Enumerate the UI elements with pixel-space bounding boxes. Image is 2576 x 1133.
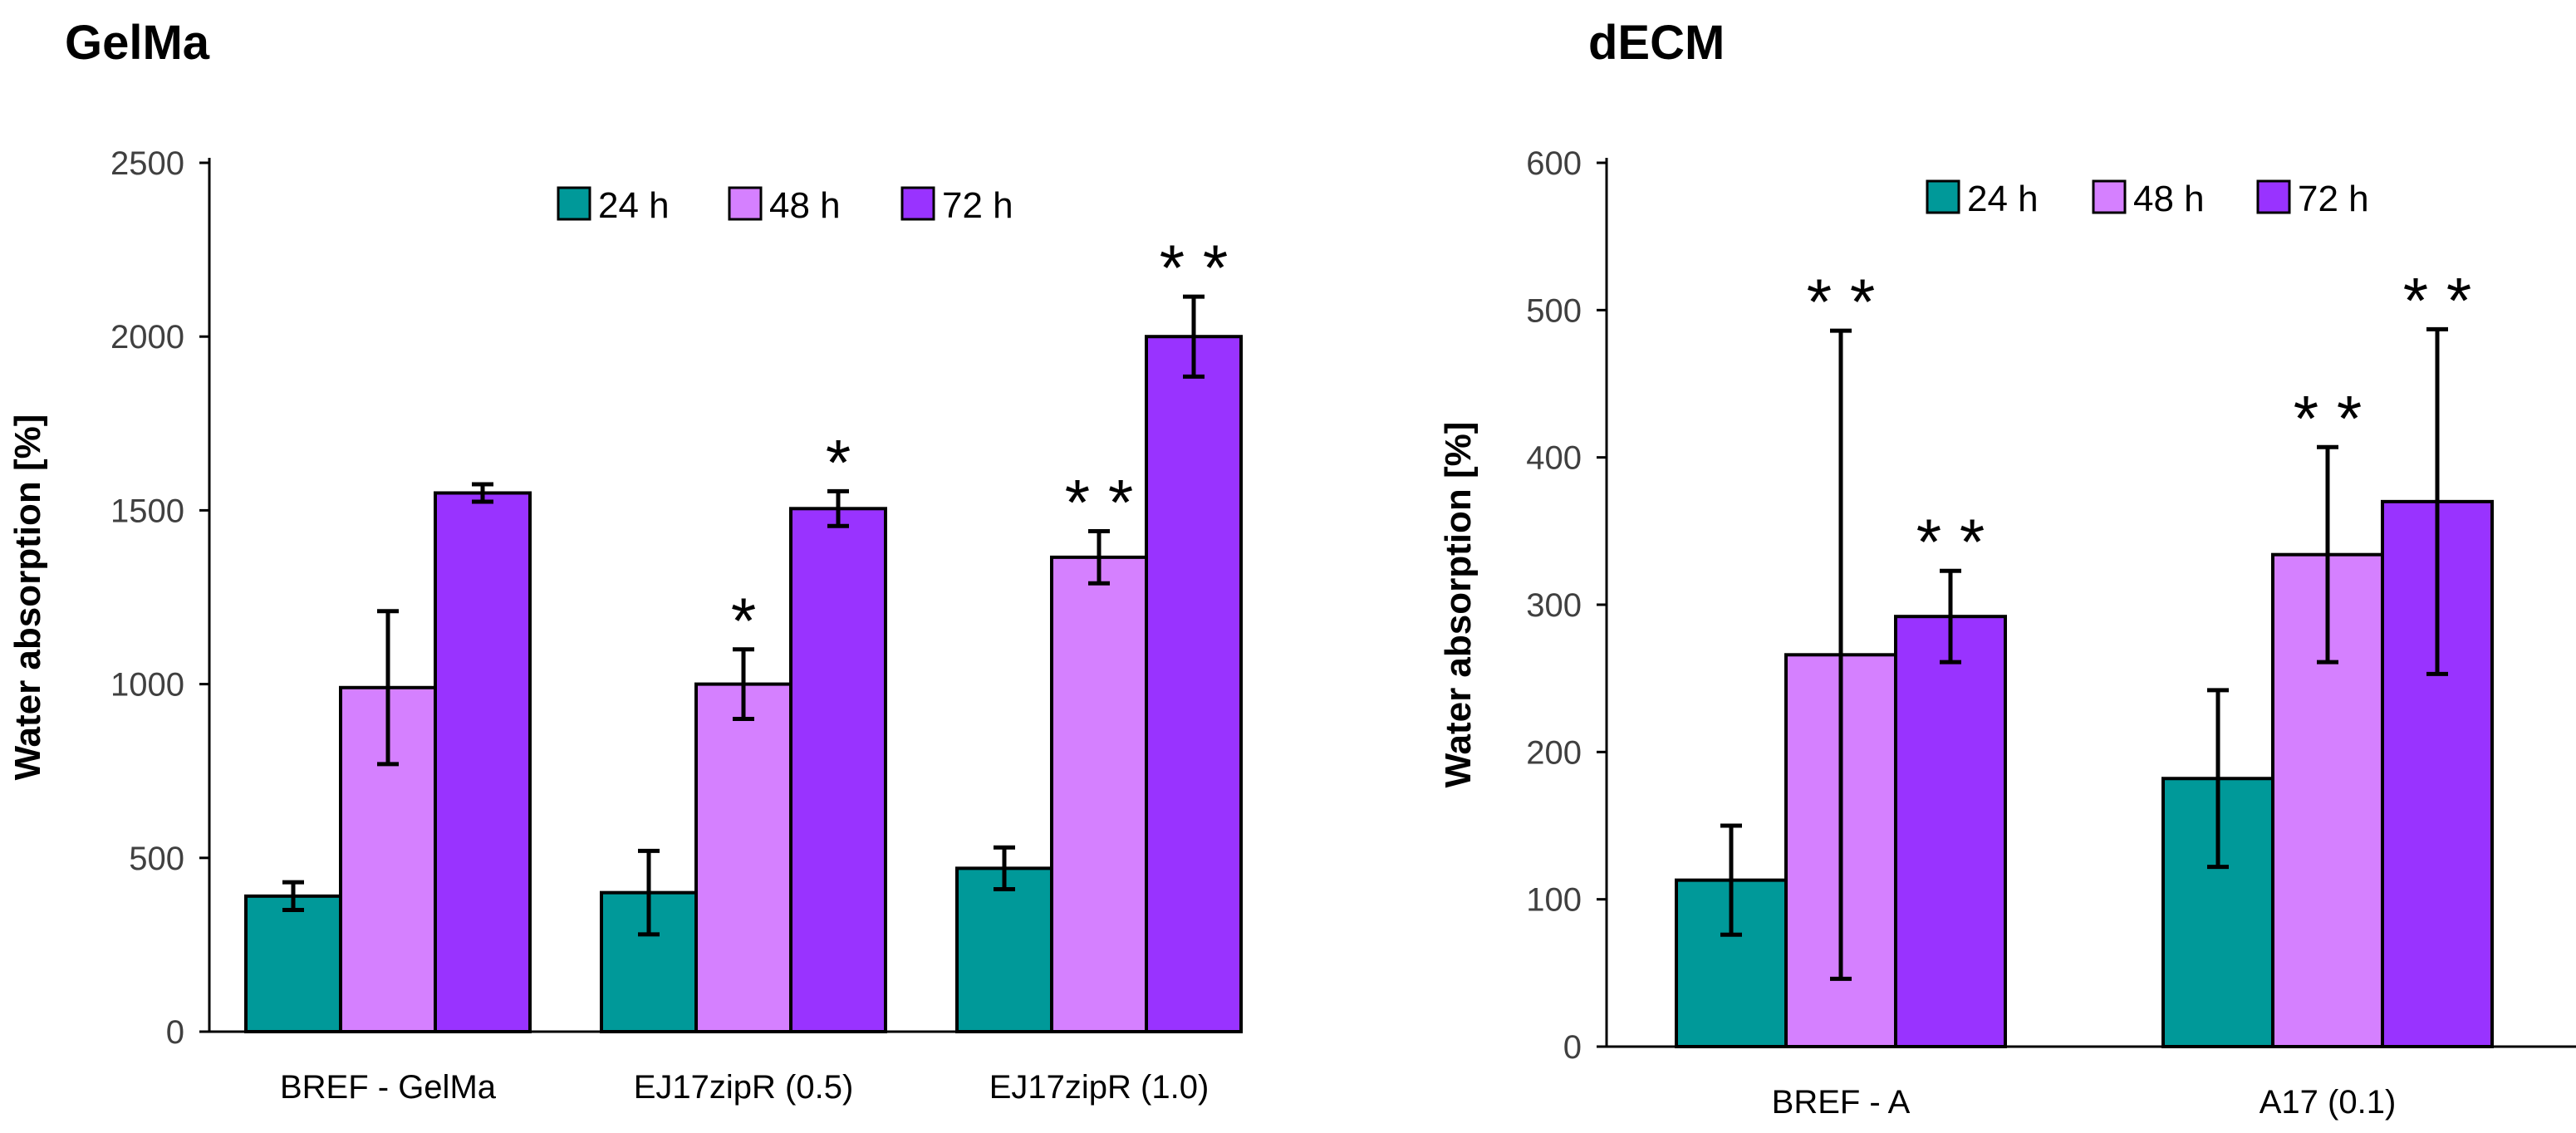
- legend-label: 72 h: [942, 185, 1013, 226]
- legend-swatch: [2092, 179, 2127, 214]
- y-tick-label: 2500: [110, 145, 184, 182]
- bar-chart-svg: 0 500 1000 1500 2000 2500 Water absorption [%]…: [7, 145, 1243, 1106]
- significance-mark: * *: [2403, 263, 2471, 336]
- legend-swatch: [728, 186, 763, 221]
- y-tick-label: 200: [1526, 734, 1582, 771]
- significance-mark: * *: [1807, 265, 1875, 338]
- y-tick-label: 400: [1526, 440, 1582, 477]
- bar-chart-svg: 0 100 200 300 400 500 600 Water absorption [%] *…: [1438, 145, 2576, 1121]
- legend-label: 24 h: [1967, 179, 2039, 219]
- y-tick-label: 600: [1526, 145, 1582, 182]
- chart-title: dECM: [1588, 16, 1725, 70]
- x-tick-label: EJ17zipR (1.0): [989, 1069, 1209, 1106]
- bar: [1894, 615, 2007, 1048]
- bar: [694, 682, 792, 1033]
- significance-mark: *: [731, 584, 756, 657]
- y-tick-label: 2000: [110, 319, 184, 356]
- legend-label: 24 h: [598, 185, 670, 226]
- chart-panel-gelma: GelMa 0 500 1000 1500 2000 2500 Water absorpti…: [7, 16, 1243, 1106]
- x-tick-label: BREF - GelMa: [280, 1069, 497, 1106]
- y-tick-label: 1500: [110, 493, 184, 529]
- y-tick-label: 0: [166, 1014, 184, 1051]
- bar: [955, 866, 1053, 1034]
- legend-label: 48 h: [769, 185, 841, 226]
- y-tick-label: 1000: [110, 667, 184, 704]
- bar: [1145, 335, 1243, 1033]
- y-axis-title: Water absorption [%]: [7, 414, 48, 781]
- bar: [434, 491, 532, 1033]
- significance-mark: * *: [1065, 466, 1133, 539]
- y-tick-label: 100: [1526, 882, 1582, 919]
- significance-mark: * *: [1160, 231, 1228, 304]
- legend-swatch: [900, 186, 935, 221]
- x-tick-label: BREF - A: [1772, 1084, 1911, 1121]
- y-axis-title: Water absorption [%]: [1438, 422, 1479, 788]
- legend-swatch: [1926, 179, 1960, 214]
- y-tick-label: 300: [1526, 587, 1582, 624]
- legend-swatch: [557, 186, 591, 221]
- chart-panel-decm: dECM 0 100 200 300 400 500 600 Water absorption…: [1329, 0, 2576, 1133]
- x-tick-label: EJ17zipR (0.5): [634, 1069, 854, 1106]
- legend-label: 72 h: [2298, 179, 2369, 219]
- y-tick-label: 500: [129, 841, 184, 877]
- bar: [789, 507, 887, 1033]
- legend-label: 48 h: [2133, 179, 2205, 219]
- bar: [244, 894, 342, 1033]
- significance-mark: * *: [2294, 381, 2362, 454]
- bar: [1050, 555, 1148, 1033]
- chart-title: GelMa: [65, 16, 210, 70]
- y-tick-label: 0: [1563, 1029, 1582, 1066]
- y-tick-label: 500: [1526, 292, 1582, 329]
- significance-mark: *: [826, 425, 851, 498]
- significance-mark: * *: [1916, 505, 1985, 578]
- legend-swatch: [2256, 179, 2291, 214]
- x-tick-label: A17 (0.1): [2260, 1084, 2397, 1121]
